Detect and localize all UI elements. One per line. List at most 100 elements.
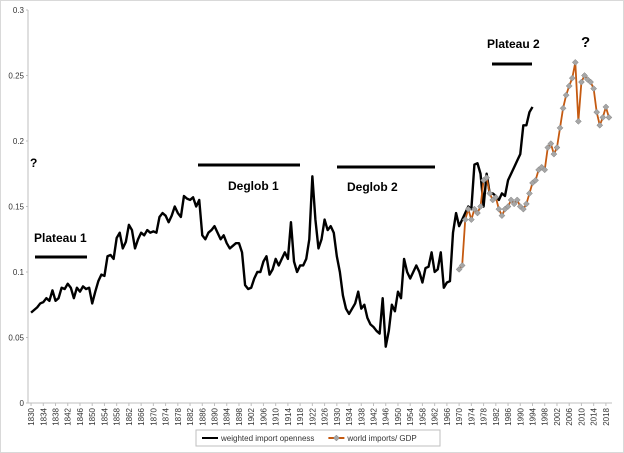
- x-tick-label: 1854: [100, 407, 109, 425]
- point-marker: [486, 190, 494, 197]
- point-marker: [568, 74, 576, 82]
- x-tick-label: 1934: [345, 407, 354, 425]
- x-tick-label: 1862: [125, 407, 134, 425]
- point-marker: [593, 108, 601, 116]
- point-marker: [495, 205, 503, 213]
- point-marker: [458, 262, 466, 269]
- x-tick-label: 1978: [480, 407, 489, 425]
- point-marker: [599, 114, 607, 121]
- x-tick-label: 1838: [52, 407, 61, 425]
- point-marker: [510, 200, 518, 208]
- x-tick-label: 1850: [88, 407, 97, 425]
- y-tick-label: 0.15: [8, 203, 24, 212]
- x-tick-label: 1878: [174, 407, 183, 425]
- annotation: ?: [581, 34, 590, 51]
- annotation: Plateau 2: [487, 37, 540, 51]
- x-tick-label: 2006: [565, 407, 574, 425]
- annotation: ?: [30, 156, 37, 170]
- x-tick-label: 1902: [247, 407, 256, 425]
- point-marker: [498, 212, 506, 220]
- point-marker: [578, 78, 585, 86]
- legend-label: weighted import openness: [220, 434, 314, 443]
- y-tick-label: 0.3: [13, 6, 25, 15]
- x-tick-label: 1946: [382, 407, 391, 425]
- x-tick-label: 1866: [137, 407, 146, 425]
- point-marker: [544, 144, 552, 151]
- x-tick-label: 1986: [504, 407, 513, 425]
- point-marker: [471, 205, 478, 213]
- x-tick-label: 1954: [406, 407, 415, 425]
- y-tick-label: 0: [20, 399, 25, 408]
- x-tick-label: 1886: [198, 407, 207, 425]
- x-tick-label: 1870: [149, 407, 158, 425]
- x-tick-label: 2010: [577, 407, 586, 425]
- x-tick-label: 2014: [590, 407, 599, 425]
- x-tick-label: 2018: [602, 407, 611, 425]
- point-marker: [541, 166, 549, 174]
- y-tick-label: 0.25: [8, 72, 24, 81]
- point-marker: [571, 59, 579, 66]
- point-marker: [477, 203, 484, 210]
- x-tick-label: 1830: [27, 407, 36, 425]
- point-marker: [507, 196, 515, 204]
- x-tick-label: 1958: [418, 407, 427, 425]
- x-tick-label: 1846: [76, 407, 85, 425]
- y-tick-label: 0.2: [13, 137, 25, 146]
- point-marker: [519, 205, 527, 213]
- x-tick-label: 1930: [333, 407, 342, 425]
- x-tick-label: 1906: [259, 407, 268, 425]
- point-marker: [474, 209, 481, 217]
- point-marker: [559, 104, 567, 112]
- point-marker: [556, 124, 564, 132]
- x-tick-label: 1938: [357, 407, 366, 425]
- y-tick-label: 0.05: [8, 334, 24, 343]
- legend-marker: [333, 434, 340, 442]
- x-tick-label: 1966: [443, 407, 452, 425]
- point-marker: [483, 174, 490, 182]
- point-marker: [581, 72, 588, 79]
- annotation: Plateau 1: [34, 231, 87, 245]
- point-marker: [562, 91, 570, 99]
- point-marker: [461, 216, 469, 223]
- point-marker: [504, 203, 512, 210]
- point-marker: [467, 216, 475, 223]
- point-marker: [513, 196, 521, 204]
- y-tick-label: 0.1: [13, 268, 25, 277]
- x-tick-label: 1918: [296, 407, 305, 425]
- x-tick-label: 1982: [492, 407, 501, 425]
- point-marker: [602, 103, 610, 111]
- point-marker: [492, 193, 500, 201]
- legend-box: [195, 429, 441, 447]
- point-marker: [596, 121, 604, 129]
- point-marker: [553, 144, 561, 151]
- point-marker: [590, 85, 598, 92]
- point-marker: [565, 82, 573, 90]
- legend-label: world imports/ GDP: [346, 434, 416, 443]
- annotation: Deglob 1: [228, 179, 279, 193]
- x-tick-label: 1858: [113, 407, 122, 425]
- x-tick-label: 1914: [284, 407, 293, 425]
- x-tick-label: 1962: [431, 407, 440, 425]
- x-tick-label: 1834: [39, 407, 48, 425]
- x-tick-label: 1990: [516, 407, 525, 425]
- point-marker: [455, 266, 463, 273]
- period-bars: [35, 62, 532, 259]
- x-tick-label: 1994: [529, 407, 538, 425]
- point-marker: [575, 117, 582, 125]
- point-marker: [523, 200, 530, 208]
- x-tick-label: 1970: [455, 407, 464, 425]
- x-tick-label: 1874: [162, 407, 171, 425]
- point-marker: [464, 205, 472, 213]
- x-tick-label: 1974: [467, 407, 476, 425]
- point-marker: [547, 140, 555, 147]
- annotation: Deglob 2: [347, 180, 398, 194]
- x-tick-label: 1842: [64, 407, 73, 425]
- legend: weighted import openness world imports/ G…: [195, 429, 441, 447]
- point-marker: [526, 190, 533, 197]
- series-line: [30, 106, 534, 348]
- point-marker: [587, 78, 594, 86]
- x-tick-label: 1942: [370, 407, 379, 425]
- x-tick-label: 1998: [541, 407, 550, 425]
